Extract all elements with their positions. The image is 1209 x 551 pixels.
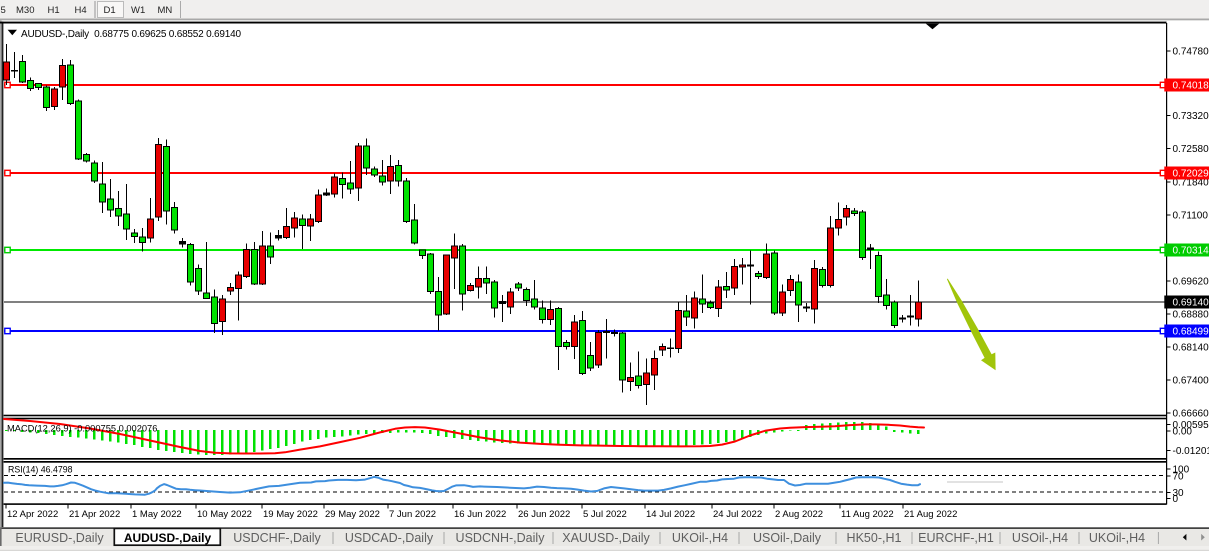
svg-text:0.68880: 0.68880 xyxy=(1173,310,1209,321)
svg-text:0.68140: 0.68140 xyxy=(1173,343,1209,354)
svg-text:D1: D1 xyxy=(104,5,116,16)
svg-text:XAUUSD-,Daily: XAUUSD-,Daily xyxy=(562,531,650,545)
svg-text:12 Apr 2022: 12 Apr 2022 xyxy=(7,509,58,520)
svg-text:H4: H4 xyxy=(75,5,87,16)
svg-text:30: 30 xyxy=(1173,488,1185,499)
svg-text:29 May 2022: 29 May 2022 xyxy=(325,509,380,520)
svg-text:0.69140: 0.69140 xyxy=(1173,298,1209,309)
svg-text:USDCAD-,Daily: USDCAD-,Daily xyxy=(345,531,434,545)
svg-text:0.70314: 0.70314 xyxy=(1173,246,1209,257)
svg-text:0.72029: 0.72029 xyxy=(1173,169,1209,180)
svg-text:MN: MN xyxy=(158,5,173,16)
svg-text:USDCNH-,Daily: USDCNH-,Daily xyxy=(456,531,546,545)
svg-text:10 May 2022: 10 May 2022 xyxy=(197,509,252,520)
svg-text:AUDUSD-,Daily: AUDUSD-,Daily xyxy=(124,531,212,545)
svg-text:2 Aug 2022: 2 Aug 2022 xyxy=(775,509,823,520)
svg-text:0.71840: 0.71840 xyxy=(1173,178,1209,189)
svg-text:70: 70 xyxy=(1173,472,1185,483)
svg-text:AUDUSD-,Daily 0.68775 0.69625: AUDUSD-,Daily 0.68775 0.69625 0.68552 0.… xyxy=(21,29,241,40)
svg-text:0.71100: 0.71100 xyxy=(1173,211,1209,222)
svg-text:0.74780: 0.74780 xyxy=(1173,47,1209,58)
svg-text:RSI(14) 46.4798: RSI(14) 46.4798 xyxy=(8,465,73,475)
svg-text:M30: M30 xyxy=(16,5,34,16)
svg-text:0: 0 xyxy=(1173,494,1179,505)
svg-text:0.66660: 0.66660 xyxy=(1173,409,1209,420)
svg-text:W1: W1 xyxy=(131,5,145,16)
svg-text:H1: H1 xyxy=(48,5,60,16)
svg-text:11 Aug 2022: 11 Aug 2022 xyxy=(841,509,894,520)
svg-text:24 Jul 2022: 24 Jul 2022 xyxy=(713,509,762,520)
svg-text:21 Aug 2022: 21 Aug 2022 xyxy=(904,509,957,520)
svg-text:0.73320: 0.73320 xyxy=(1173,111,1209,122)
svg-text:5 Jul 2022: 5 Jul 2022 xyxy=(583,509,627,520)
svg-text:0.69620: 0.69620 xyxy=(1173,277,1209,288)
svg-text:MACD(12,26,9) -0.000755 0.0020: MACD(12,26,9) -0.000755 0.002076 xyxy=(7,424,157,434)
svg-text:0.00: 0.00 xyxy=(1173,427,1193,438)
svg-text:-0.012015: -0.012015 xyxy=(1173,446,1209,457)
svg-text:19 May 2022: 19 May 2022 xyxy=(263,509,318,520)
svg-text:USOil-,H4: USOil-,H4 xyxy=(1012,531,1068,545)
svg-text:HK50-,H1: HK50-,H1 xyxy=(847,531,902,545)
svg-text:0.68499: 0.68499 xyxy=(1173,327,1209,338)
svg-text:7 Jun 2022: 7 Jun 2022 xyxy=(389,509,436,520)
svg-text:16 Jun 2022: 16 Jun 2022 xyxy=(454,509,506,520)
svg-text:0.74018: 0.74018 xyxy=(1173,81,1209,92)
svg-text:EURCHF-,H1: EURCHF-,H1 xyxy=(918,531,994,545)
svg-text:0.67400: 0.67400 xyxy=(1173,376,1209,387)
svg-text:0.72580: 0.72580 xyxy=(1173,144,1209,155)
svg-text:14 Jul 2022: 14 Jul 2022 xyxy=(646,509,695,520)
svg-text:21 Apr 2022: 21 Apr 2022 xyxy=(69,509,120,520)
svg-text:100: 100 xyxy=(1173,465,1190,476)
svg-text:0.005958: 0.005958 xyxy=(1173,420,1209,431)
svg-text:5: 5 xyxy=(1,5,6,16)
svg-text:26 Jun 2022: 26 Jun 2022 xyxy=(518,509,570,520)
svg-text:USOil-,Daily: USOil-,Daily xyxy=(753,531,822,545)
svg-text:UKOil-,H4: UKOil-,H4 xyxy=(672,531,728,545)
svg-text:1 May 2022: 1 May 2022 xyxy=(132,509,182,520)
svg-text:UKOil-,H4: UKOil-,H4 xyxy=(1089,531,1145,545)
svg-text:EURUSD-,Daily: EURUSD-,Daily xyxy=(15,531,104,545)
svg-text:USDCHF-,Daily: USDCHF-,Daily xyxy=(233,531,321,545)
